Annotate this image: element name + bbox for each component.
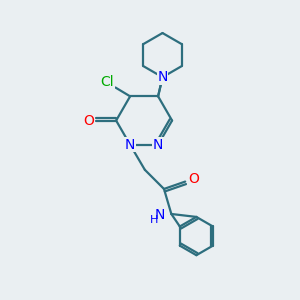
Text: Cl: Cl — [100, 75, 114, 89]
Text: N: N — [155, 208, 165, 222]
Text: H: H — [150, 215, 158, 226]
Text: N: N — [125, 138, 135, 152]
Text: O: O — [84, 114, 94, 128]
Text: N: N — [157, 70, 168, 84]
Text: N: N — [153, 138, 163, 152]
Text: O: O — [188, 172, 199, 186]
